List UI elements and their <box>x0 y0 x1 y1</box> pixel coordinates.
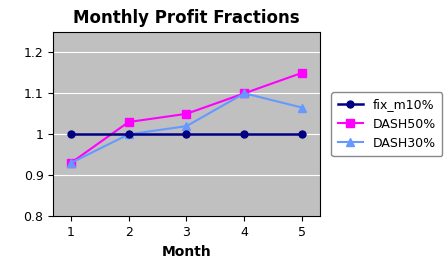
fix_m10% <box>242 133 247 136</box>
DASH30% <box>242 92 247 95</box>
fix_m10% <box>300 133 305 136</box>
DASH30% <box>300 106 305 109</box>
Line: DASH50%: DASH50% <box>67 69 306 167</box>
DASH30% <box>126 133 131 136</box>
Line: DASH30%: DASH30% <box>67 89 306 167</box>
DASH50% <box>126 120 131 124</box>
fix_m10% <box>184 133 189 136</box>
DASH50% <box>242 92 247 95</box>
DASH50% <box>300 71 305 74</box>
DASH50% <box>184 112 189 115</box>
DASH30% <box>184 125 189 128</box>
DASH30% <box>68 162 73 165</box>
fix_m10% <box>126 133 131 136</box>
Line: fix_m10%: fix_m10% <box>67 131 306 138</box>
Legend: fix_m10%, DASH50%, DASH30%: fix_m10%, DASH50%, DASH30% <box>331 92 442 156</box>
X-axis label: Month: Month <box>162 245 211 259</box>
fix_m10% <box>68 133 73 136</box>
DASH50% <box>68 162 73 165</box>
Title: Monthly Profit Fractions: Monthly Profit Fractions <box>73 9 300 27</box>
